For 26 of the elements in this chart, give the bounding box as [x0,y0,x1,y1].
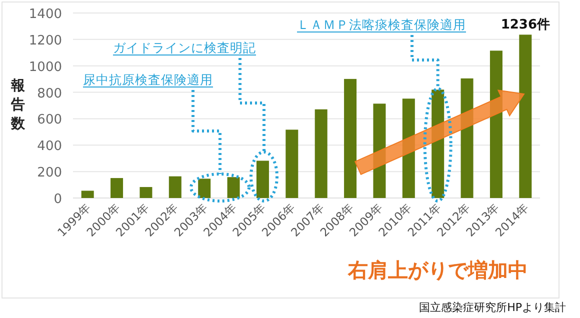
y-tick-label: 600 [37,112,62,128]
bar [519,34,532,198]
bar [198,178,211,198]
bar [81,190,94,198]
y-tick-label: 200 [37,166,62,181]
bar [168,176,182,198]
annotation: 尿中抗原検査保険適用 [83,72,213,87]
y-tick-label: 400 [37,139,62,154]
bar [344,78,357,198]
bar [227,177,240,198]
y-tick-label: 800 [37,86,62,102]
annotation: ガイドラインに検査明記 [113,40,256,55]
y-tick-label: 0 [54,192,62,207]
bar [256,160,269,198]
bar [314,109,328,198]
annotation: ＬＡＭＰ法喀痰検査保険適用 [297,17,466,32]
bar [286,130,298,198]
y-tick-label: 1400 [28,7,62,22]
y-axis-title: 報告数 [10,78,26,132]
bar [110,178,124,198]
text: 国立感染症研究所HPより集計 [419,301,566,314]
bar [140,187,152,198]
text: 右肩上がりで増加中 [347,258,528,282]
y-tick-label: 1000 [28,60,62,75]
data-label: 1236件 [500,18,550,33]
y-tick-label: 1200 [28,33,62,48]
